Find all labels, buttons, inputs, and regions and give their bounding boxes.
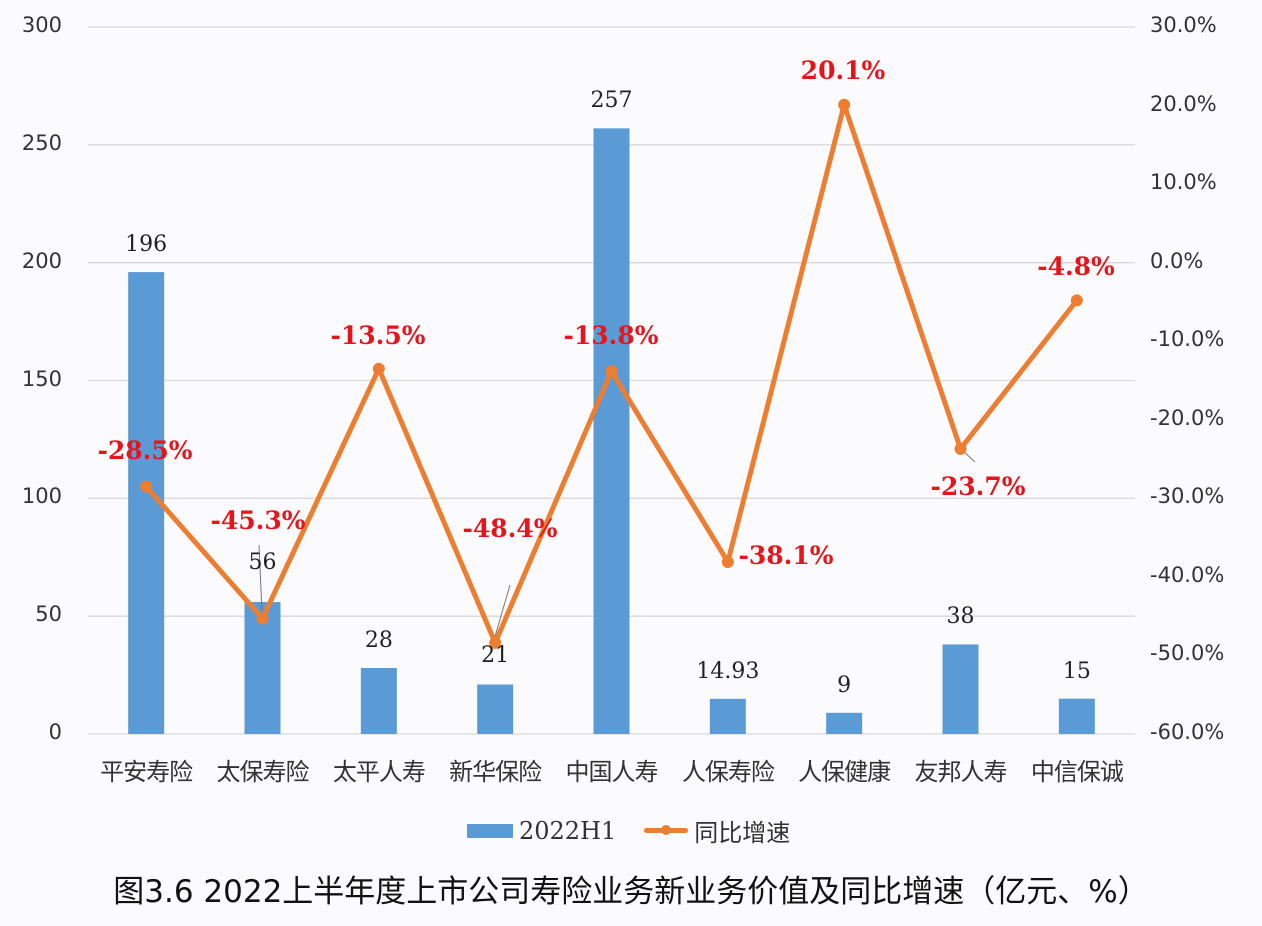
- left-axis-tick: 250: [21, 130, 62, 155]
- right-axis-tick: -50.0%: [1150, 641, 1225, 666]
- growth-value-label: -28.5%: [97, 436, 193, 465]
- bar: [593, 128, 630, 734]
- growth-value-label: -23.7%: [930, 472, 1026, 501]
- legend-bar-label: 2022H1: [519, 816, 617, 845]
- category-label: 中国人寿: [565, 758, 659, 786]
- right-axis-tick: 20.0%: [1150, 91, 1217, 116]
- legend-line-label: 同比增速: [694, 819, 791, 847]
- category-label: 人保健康: [798, 758, 891, 786]
- line-marker: [372, 362, 385, 375]
- line-marker: [721, 555, 734, 568]
- category-label: 人保寿险: [681, 758, 775, 786]
- growth-value-label: -48.4%: [462, 514, 558, 543]
- right-axis-tick: -30.0%: [1150, 484, 1225, 509]
- label-leader-line: [493, 584, 511, 641]
- line-marker: [954, 442, 967, 455]
- line-marker: [605, 365, 618, 378]
- bar-value-label: 15: [1062, 658, 1091, 684]
- line-marker: [489, 636, 502, 649]
- bar: [709, 698, 746, 734]
- growth-value-label: -38.1%: [738, 541, 834, 570]
- line-marker: [140, 480, 153, 493]
- legend-bar-swatch-icon: [467, 823, 513, 838]
- left-axis-tick: 150: [21, 366, 62, 391]
- left-axis-tick: 50: [35, 602, 62, 627]
- category-label: 平安寿险: [100, 758, 193, 786]
- right-axis-tick: -10.0%: [1150, 327, 1225, 352]
- legend: 2022H1 同比增速: [467, 813, 790, 848]
- bar: [826, 712, 863, 734]
- bar-value-label: 14.93: [696, 658, 760, 684]
- growth-value-label: -4.8%: [1037, 252, 1115, 281]
- bar-value-label: 257: [590, 88, 633, 114]
- bar-value-label: 28: [364, 628, 393, 653]
- bar: [477, 684, 514, 734]
- right-axis-tick: 0.0%: [1150, 248, 1204, 273]
- category-label: 新华保险: [449, 758, 542, 786]
- left-axis-tick: 100: [21, 484, 62, 509]
- bar: [360, 668, 397, 734]
- right-axis-tick: 10.0%: [1150, 170, 1217, 195]
- bar-value-label: 21: [481, 642, 510, 668]
- line-marker: [1070, 294, 1083, 307]
- legend-line-swatch-icon: [644, 825, 689, 835]
- bar: [1058, 698, 1095, 734]
- right-axis-tick: 30.0%: [1150, 13, 1217, 37]
- category-label: 中信保诚: [1030, 758, 1124, 786]
- left-axis-tick: 0: [48, 720, 62, 744]
- left-axis-tick: 200: [21, 248, 62, 273]
- right-axis-tick: -20.0%: [1150, 405, 1225, 430]
- line-marker: [838, 98, 851, 111]
- bar-value-label: 56: [248, 550, 277, 576]
- growth-value-label: -13.8%: [563, 321, 659, 350]
- chart-caption: 图3.6 2022上半年度上市公司寿险业务新业务价值及同比增速（亿元、%）: [113, 874, 1149, 910]
- bar-value-label: 196: [125, 232, 168, 258]
- growth-value-label: 20.1%: [800, 56, 886, 85]
- growth-value-label: -45.3%: [210, 506, 306, 535]
- category-label: 友邦人寿: [914, 758, 1008, 786]
- right-axis-tick: -60.0%: [1150, 720, 1225, 744]
- category-label: 太保寿险: [216, 758, 310, 786]
- line-marker: [256, 612, 269, 625]
- label-leader-line: [258, 544, 263, 613]
- bar-value-label: 9: [837, 672, 852, 698]
- bar-value-label: 38: [946, 604, 975, 630]
- bar: [942, 644, 979, 734]
- growth-value-label: -13.5%: [330, 321, 426, 350]
- left-axis-tick: 300: [21, 13, 62, 37]
- category-label: 太平人寿: [332, 758, 426, 786]
- right-axis-tick: -40.0%: [1150, 562, 1225, 587]
